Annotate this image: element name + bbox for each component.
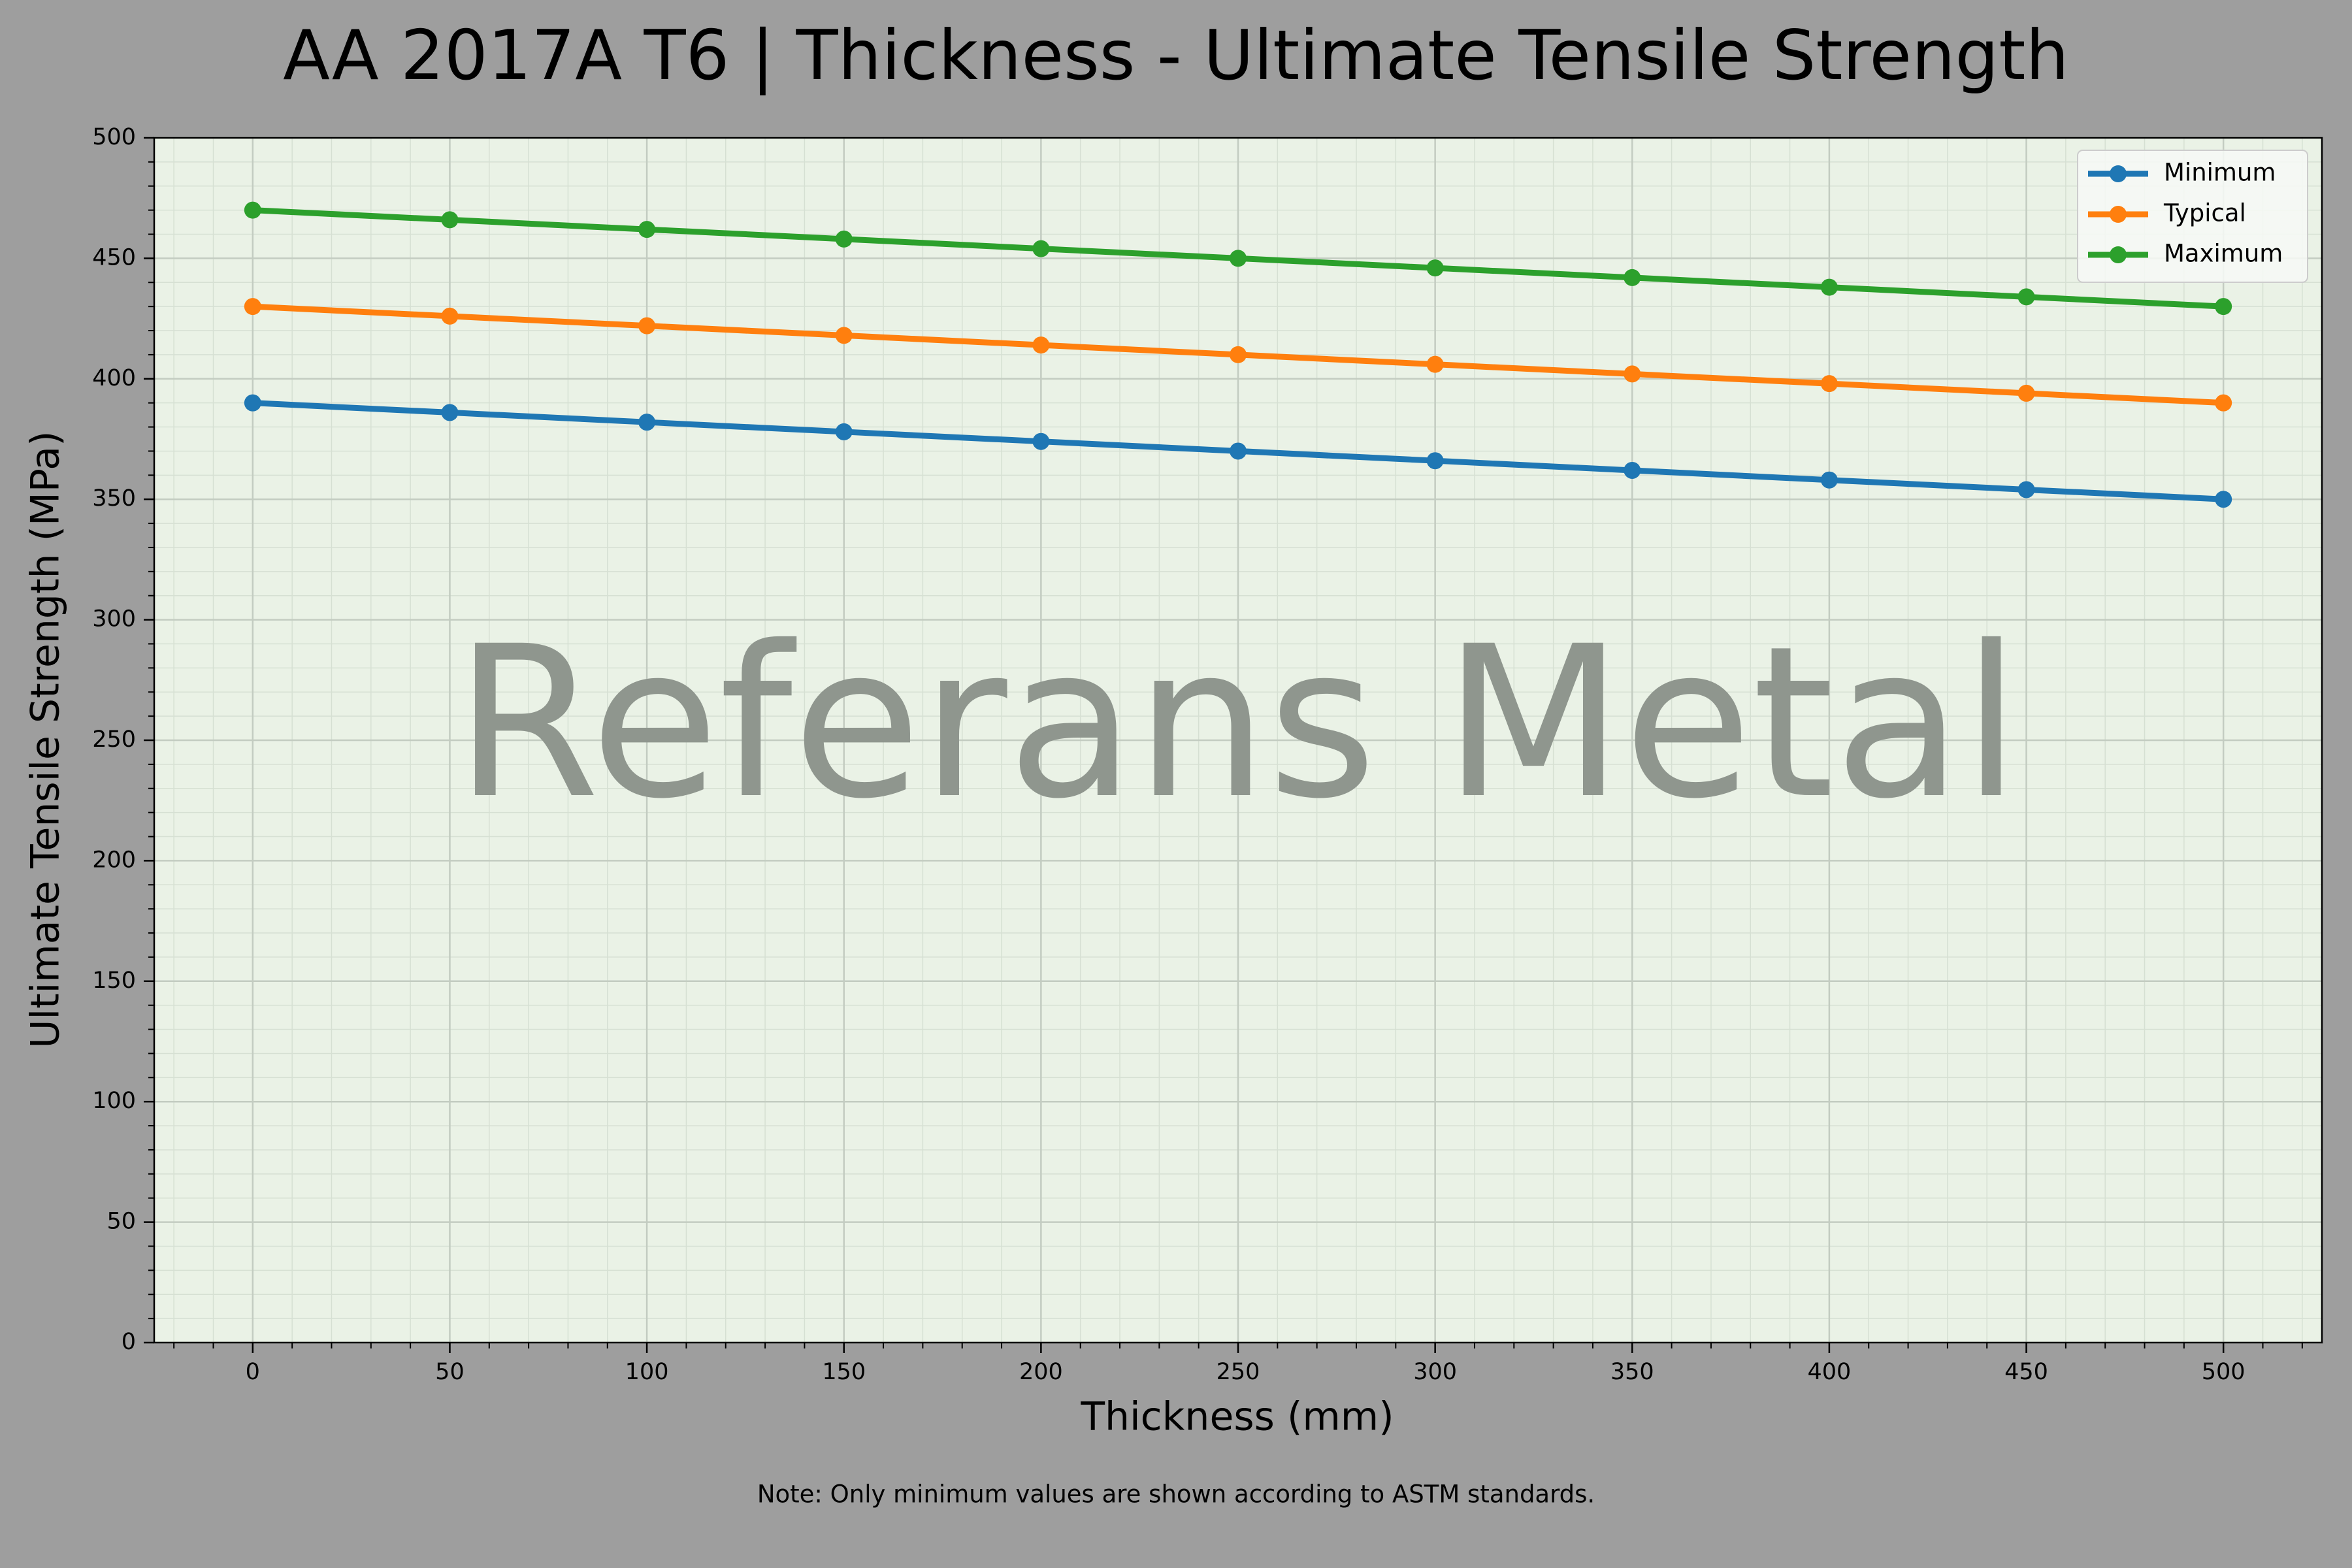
x-tick-label: 500 — [2202, 1359, 2246, 1385]
data-point — [2215, 298, 2232, 316]
data-point — [244, 394, 261, 412]
legend: Minimum Typical Maximum — [2077, 150, 2308, 283]
data-point — [638, 221, 656, 238]
data-point — [2215, 394, 2232, 412]
y-axis-label: Ultimate Tensile Strength (MPa) — [23, 431, 69, 1049]
data-point — [1820, 471, 1838, 489]
data-point — [2017, 481, 2035, 498]
data-point — [1426, 259, 1444, 277]
y-tick-label: 150 — [92, 968, 136, 994]
x-tick-label: 250 — [1217, 1359, 1260, 1385]
legend-marker — [2110, 165, 2127, 182]
data-point — [1624, 269, 1641, 286]
data-point — [835, 327, 853, 344]
y-tick-label: 0 — [122, 1329, 136, 1355]
data-point — [2017, 288, 2035, 306]
data-point — [638, 414, 656, 431]
x-tick-label: 200 — [1019, 1359, 1063, 1385]
chart-title: AA 2017A T6 | Thickness - Ultimate Tensi… — [283, 16, 2069, 96]
x-tick-label: 350 — [1610, 1359, 1654, 1385]
x-tick-label: 400 — [1808, 1359, 1852, 1385]
y-tick-label: 350 — [92, 485, 136, 512]
data-point — [1032, 433, 1050, 450]
data-point — [1032, 240, 1050, 257]
legend-box — [2077, 150, 2308, 283]
y-tick-label: 450 — [92, 244, 136, 270]
data-point — [1820, 278, 1838, 296]
x-tick-label: 0 — [246, 1359, 260, 1385]
x-axis-label: Thickness (mm) — [1080, 1394, 1394, 1440]
data-point — [441, 307, 459, 325]
data-point — [2017, 384, 2035, 402]
y-tick-label: 50 — [106, 1209, 136, 1235]
data-point — [1230, 442, 1247, 460]
watermark: Referans Metal — [455, 602, 2021, 845]
data-point — [1624, 365, 1641, 383]
y-tick-label: 200 — [92, 847, 136, 873]
data-point — [835, 423, 853, 440]
data-point — [1230, 250, 1247, 267]
x-tick-label: 300 — [1413, 1359, 1457, 1385]
grid — [154, 137, 2322, 1344]
data-point — [441, 211, 459, 229]
y-tick-label: 100 — [92, 1088, 136, 1114]
data-point — [1624, 461, 1641, 479]
y-tick-label: 250 — [92, 727, 136, 753]
legend-label: Minimum — [2164, 159, 2276, 187]
legend-label: Typical — [2163, 199, 2246, 227]
data-point — [244, 201, 261, 219]
data-point — [441, 404, 459, 421]
legend-label: Maximum — [2164, 240, 2283, 268]
data-point — [1820, 375, 1838, 393]
y-tick-label: 400 — [92, 365, 136, 391]
x-tick-label: 150 — [822, 1359, 866, 1385]
x-tick-label: 50 — [435, 1359, 465, 1385]
data-point — [1426, 355, 1444, 373]
x-tick-label: 100 — [625, 1359, 669, 1385]
data-point — [835, 230, 853, 248]
series-group — [244, 201, 2232, 508]
data-point — [1032, 336, 1050, 354]
axes: 0 50 100 150 200 250 300 350 400 450 500 0 50 100 150 2… — [92, 124, 2303, 1385]
x-tick-label: 450 — [2004, 1359, 2048, 1385]
data-point — [638, 317, 656, 335]
y-tick-label: 500 — [92, 124, 136, 150]
data-point — [1230, 346, 1247, 363]
data-point — [244, 298, 261, 316]
note: Note: Only minimum values are shown acco… — [757, 1480, 1595, 1509]
legend-marker — [2110, 246, 2127, 263]
data-point — [1426, 452, 1444, 470]
legend-marker — [2110, 206, 2127, 223]
data-point — [2215, 491, 2232, 508]
y-tick-label: 300 — [92, 606, 136, 632]
